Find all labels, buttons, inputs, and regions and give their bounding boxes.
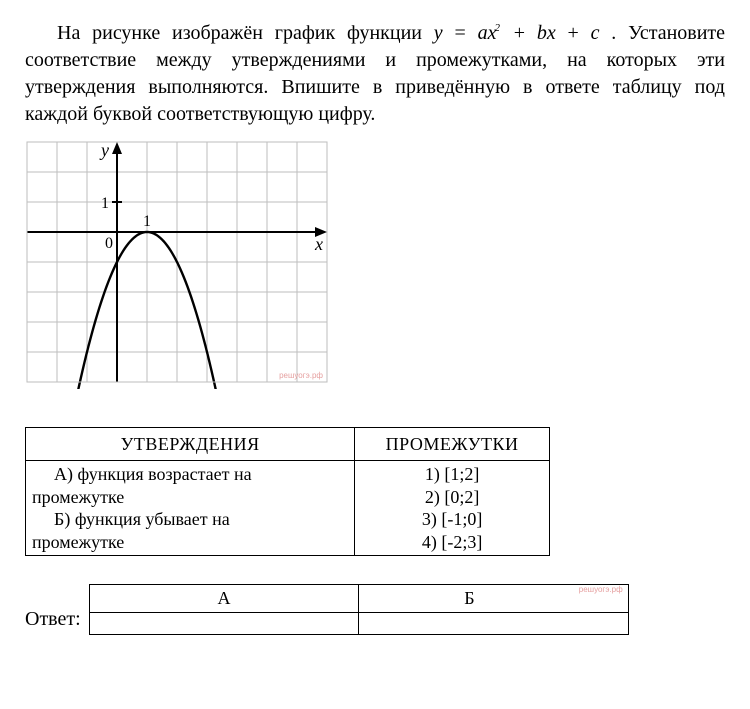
int3: 3) [-1;0]: [361, 508, 543, 531]
eq-x2: x: [547, 22, 556, 44]
eq-b: b: [537, 22, 547, 44]
eq-plus1: +: [502, 22, 537, 44]
svg-text:0: 0: [105, 235, 113, 252]
eq-eq: =: [443, 22, 478, 44]
int4: 4) [-2;3]: [361, 531, 543, 554]
intervals-cell: 1) [1;2] 2) [0;2] 3) [-1;0] 4) [-2;3]: [355, 461, 550, 556]
answer-watermark: решуогэ.рф: [579, 585, 627, 596]
int2: 2) [0;2]: [361, 486, 543, 509]
eq-sup: 2: [494, 22, 500, 34]
problem-prefix: На рисунке изображён график функции: [57, 22, 434, 44]
chart-svg: y x 0 1 1 решуогэ.рф: [25, 140, 334, 389]
svg-text:y: y: [99, 140, 109, 160]
answer-table: А Б решуогэ.рф: [89, 584, 629, 634]
answer-cell-a[interactable]: [89, 612, 359, 634]
eq-a: a: [478, 22, 488, 44]
svg-text:1: 1: [143, 213, 151, 230]
answer-row: Ответ: А Б решуогэ.рф: [25, 584, 725, 634]
header-statements: УТВЕРЖДЕНИЯ: [26, 428, 355, 461]
problem-text: На рисунке изображён график функции y = …: [25, 20, 725, 128]
svg-text:решуогэ.рф: решуогэ.рф: [279, 371, 323, 380]
answer-cell-b[interactable]: [359, 612, 629, 634]
parabola-chart: y x 0 1 1 решуогэ.рф: [25, 140, 725, 397]
header-intervals: ПРОМЕЖУТКИ: [355, 428, 550, 461]
match-table: УТВЕРЖДЕНИЯ ПРОМЕЖУТКИ А) функция возрас…: [25, 427, 550, 556]
svg-text:x: x: [314, 234, 323, 254]
statements-cell: А) функция возрастает напромежуткеБ) фун…: [26, 461, 355, 556]
match-table-wrap: УТВЕРЖДЕНИЯ ПРОМЕЖУТКИ А) функция возрас…: [25, 427, 725, 556]
svg-text:1: 1: [101, 195, 109, 212]
answer-col-a: А: [89, 585, 359, 612]
answer-col-b: Б решуогэ.рф: [359, 585, 629, 612]
eq-dot: .: [599, 22, 616, 44]
eq-plus2: +: [556, 22, 591, 44]
eq-y: y: [434, 22, 443, 44]
int1: 1) [1;2]: [361, 463, 543, 486]
answer-label: Ответ:: [25, 606, 81, 635]
